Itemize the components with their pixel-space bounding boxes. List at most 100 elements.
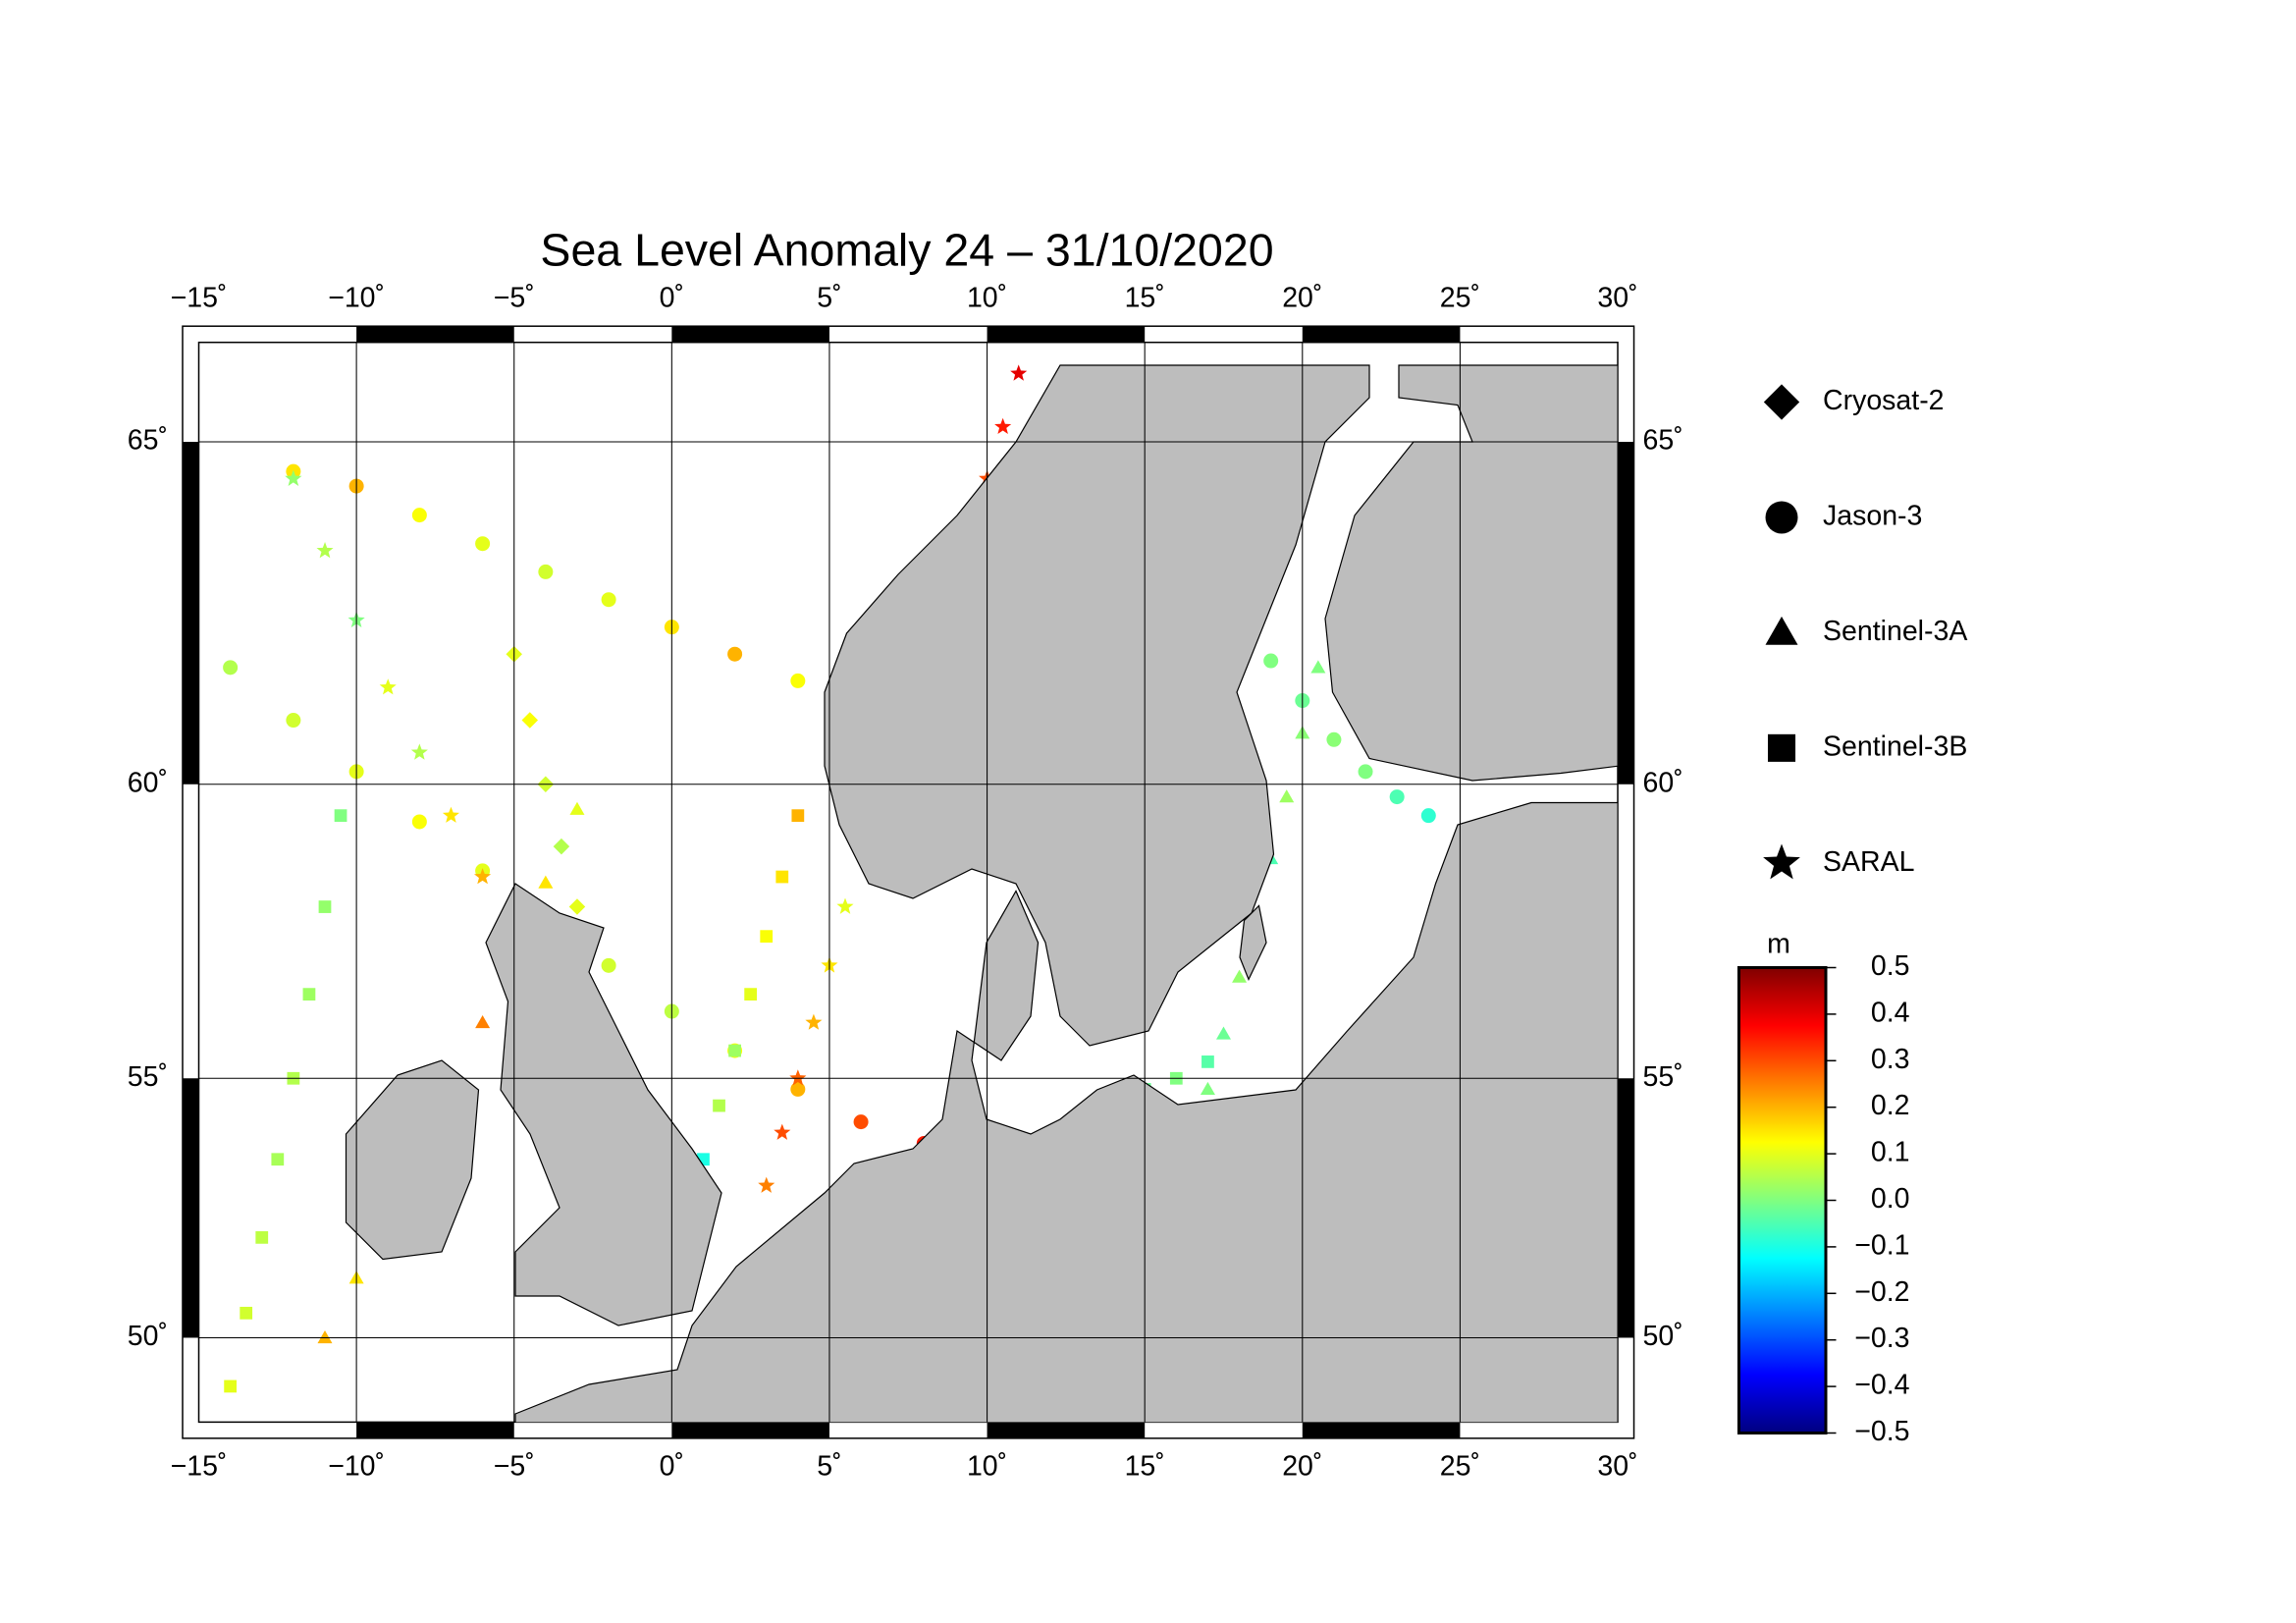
x-tick-label-top: −5˚	[494, 283, 535, 314]
marker-circle	[1765, 501, 1798, 534]
frame-bar	[356, 326, 514, 343]
x-tick-label-top: 15˚	[1125, 283, 1165, 314]
marker-square	[224, 1380, 238, 1393]
marker-star	[758, 1176, 775, 1193]
x-tick-label-top: −15˚	[171, 283, 228, 314]
great-britain	[485, 883, 722, 1326]
marker-triangle	[1279, 789, 1295, 803]
marker-circle	[1420, 808, 1436, 824]
marker-square	[334, 809, 347, 823]
marker-triangle	[1765, 616, 1798, 645]
marker-square	[302, 988, 316, 1001]
marker-square	[318, 900, 332, 913]
marker-square	[791, 809, 805, 823]
legend-label: Sentinel-3A	[1823, 616, 1967, 647]
marker-diamond	[1763, 384, 1800, 420]
marker-circle	[1358, 764, 1373, 780]
colorbar-tick-label: −0.2	[1854, 1276, 1909, 1308]
map-title: Sea Level Anomaly 24 – 31/10/2020	[540, 224, 1273, 275]
map-area	[198, 342, 1619, 1423]
marker-circle	[727, 646, 743, 662]
x-tick-label-top: 10˚	[967, 283, 1007, 314]
y-tick-label-right: 60˚	[1643, 767, 1683, 798]
marker-star	[836, 897, 854, 914]
marker-diamond	[521, 712, 539, 729]
marker-circle	[286, 713, 301, 729]
gotland	[1239, 904, 1267, 981]
graticule	[198, 342, 1619, 1423]
frame-bar	[1618, 442, 1634, 784]
marker-star	[285, 469, 302, 486]
x-tick-label-top: 0˚	[660, 283, 684, 314]
x-tick-label-bottom: −5˚	[494, 1450, 535, 1482]
frame-bar	[987, 1422, 1146, 1438]
colorbar-unit: m	[1767, 929, 1790, 960]
marker-star	[442, 806, 460, 823]
legend-label: Sentinel-3B	[1823, 730, 1967, 762]
marker-circle	[790, 673, 806, 688]
marker-circle	[853, 1114, 869, 1130]
x-tick-label-top: 25˚	[1440, 283, 1480, 314]
frame-bar	[183, 442, 199, 784]
marker-circle	[538, 564, 554, 579]
x-tick-label-bottom: 5˚	[817, 1450, 841, 1482]
frame-bar	[356, 1422, 514, 1438]
marker-diamond	[553, 838, 570, 855]
marker-square	[728, 1044, 741, 1057]
marker-square	[240, 1306, 253, 1320]
marker-square	[255, 1230, 269, 1244]
marker-star	[379, 678, 397, 695]
x-tick-label-top: 30˚	[1597, 283, 1637, 314]
marker-circle	[1326, 731, 1342, 747]
marker-circle	[601, 592, 616, 608]
colorbar: m 0.5 0.4 0.3 0.2 0.1 0.0 −0.1 −0.2 −0.3 −0.4 −0.5	[1737, 929, 1910, 1447]
marker-circle	[1263, 653, 1279, 669]
marker-triangle	[1232, 969, 1248, 983]
marker-square	[271, 1153, 285, 1166]
colorbar-tick-label: 0.3	[1871, 1044, 1910, 1075]
scandinavia	[824, 364, 1370, 1047]
colorbar-tick-label: 0.0	[1871, 1183, 1910, 1215]
frame-bar	[1302, 1422, 1461, 1438]
marker-triangle	[475, 1015, 491, 1029]
x-tick-label-top: −10˚	[328, 283, 385, 314]
marker-star	[789, 1069, 807, 1086]
marker-circle	[790, 1081, 806, 1097]
colorbar-tick-label: 0.1	[1871, 1137, 1910, 1168]
colorbar-tick-label: 0.5	[1871, 950, 1910, 982]
land	[345, 364, 1619, 1423]
x-tick-label-bottom: 0˚	[660, 1450, 684, 1482]
marker-star	[474, 868, 492, 885]
colorbar-tick-label: 0.2	[1871, 1090, 1910, 1121]
y-tick-label-left: 60˚	[128, 767, 168, 798]
frame-bar	[1302, 326, 1461, 343]
marker-square	[1201, 1055, 1214, 1068]
marker-circle	[223, 660, 239, 676]
marker-circle	[1389, 789, 1405, 805]
y-tick-label-left: 65˚	[128, 425, 168, 457]
marker-circle	[601, 957, 616, 973]
colorbar-tick-label: −0.3	[1854, 1323, 1909, 1354]
marker-square	[713, 1099, 725, 1112]
x-tick-label-bottom: −15˚	[171, 1450, 228, 1482]
marker-star	[774, 1123, 791, 1140]
frame-bar	[1618, 1078, 1634, 1338]
colorbar-gradient	[1737, 966, 1828, 1434]
ireland	[345, 1059, 480, 1261]
marker-triangle	[1215, 1026, 1231, 1040]
legend: Cryosat-2 Jason-3 Sentinel-3A Sentinel-3B SA…	[1763, 384, 1967, 880]
marker-triangle	[569, 801, 585, 815]
colorbar-tick-label: −0.5	[1854, 1416, 1909, 1447]
marker-triangle	[538, 875, 554, 889]
x-tick-label-bottom: 15˚	[1125, 1450, 1165, 1482]
x-tick-label-bottom: 30˚	[1597, 1450, 1637, 1482]
legend-label: Jason-3	[1823, 500, 1922, 531]
marker-star	[1010, 364, 1028, 381]
colorbar-tick-label: 0.4	[1871, 997, 1910, 1028]
x-tick-label-bottom: 20˚	[1282, 1450, 1322, 1482]
marker-star	[1763, 843, 1800, 880]
legend-label: Cryosat-2	[1823, 385, 1945, 416]
marker-square	[775, 870, 789, 884]
x-tick-label-top: 20˚	[1282, 283, 1322, 314]
